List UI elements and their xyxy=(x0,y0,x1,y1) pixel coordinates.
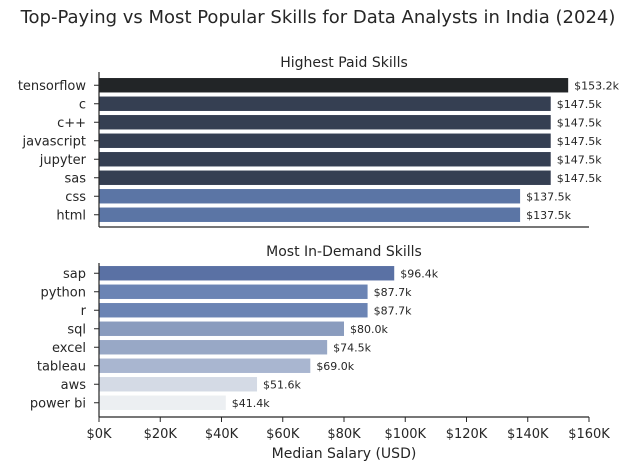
bar-c xyxy=(99,115,551,130)
data-label-c: $147.5k xyxy=(557,116,602,129)
category-label-sql: sql xyxy=(67,322,86,337)
bar-c xyxy=(99,96,551,111)
category-label-tensorflow: tensorflow xyxy=(18,79,87,94)
category-label-power-bi: power bi xyxy=(30,396,86,411)
data-label-aws: $51.6k xyxy=(263,378,301,391)
bar-python xyxy=(99,284,368,299)
bar-sap xyxy=(99,266,395,281)
data-label-html: $137.5k xyxy=(526,209,571,222)
x-tick-label: $100K xyxy=(384,427,426,442)
x-tick-label: $20K xyxy=(144,427,178,442)
bar-jupyter xyxy=(99,152,551,167)
category-label-css: css xyxy=(65,190,86,205)
x-tick-label: $160K xyxy=(568,427,610,442)
category-label-sap: sap xyxy=(63,267,86,282)
category-label-r: r xyxy=(81,304,87,319)
panel-title-highest-paid: Highest Paid Skills xyxy=(280,55,408,71)
data-label-sas: $147.5k xyxy=(557,172,602,185)
category-label-aws: aws xyxy=(61,378,87,393)
panel-title-most-in-demand: Most In-Demand Skills xyxy=(266,244,422,260)
category-label-javascript: javascript xyxy=(22,134,86,149)
chart-title: Top-Paying vs Most Popular Skills for Da… xyxy=(20,7,616,28)
data-label-c: $147.5k xyxy=(557,98,602,111)
data-label-sap: $96.4k xyxy=(400,267,438,280)
bar-tensorflow xyxy=(99,78,569,93)
panel-highest-paid: Highest Paid Skills tensorflow $153.2k c $1… xyxy=(18,55,620,228)
bar-tableau xyxy=(99,358,311,373)
x-tick-label: $40K xyxy=(205,427,239,442)
data-label-javascript: $147.5k xyxy=(557,135,602,148)
bar-power-bi xyxy=(99,395,226,410)
data-label-power-bi: $41.4k xyxy=(232,397,270,410)
x-axis-label: Median Salary (USD) xyxy=(272,446,417,462)
bar-css xyxy=(99,189,521,204)
data-label-r: $87.7k xyxy=(374,304,412,317)
panel-most-in-demand: Most In-Demand Skills sap $96.4k python $87… xyxy=(30,244,589,418)
category-label-excel: excel xyxy=(52,341,86,356)
category-label-jupyter: jupyter xyxy=(39,153,87,168)
data-label-tensorflow: $153.2k xyxy=(574,79,619,92)
bar-javascript xyxy=(99,133,551,148)
bar-r xyxy=(99,303,368,318)
bar-aws xyxy=(99,377,258,392)
x-tick-label: $80K xyxy=(327,427,361,442)
x-tick-label: $140K xyxy=(507,427,549,442)
bar-excel xyxy=(99,340,328,355)
data-label-python: $87.7k xyxy=(374,286,412,299)
category-label-sas: sas xyxy=(64,171,86,186)
x-tick-label: $0K xyxy=(86,427,112,442)
bar-sql xyxy=(99,321,344,336)
category-label-html: html xyxy=(56,208,86,223)
category-label-c: c++ xyxy=(57,116,86,131)
data-label-jupyter: $147.5k xyxy=(557,153,602,166)
data-label-css: $137.5k xyxy=(526,190,571,203)
data-label-sql: $80.0k xyxy=(350,323,388,336)
x-tick-label: $120K xyxy=(446,427,488,442)
category-label-python: python xyxy=(41,285,86,300)
x-tick-label: $60K xyxy=(266,427,300,442)
x-axis-ticks: $0K $20K $40K $60K $80K $100K $120K $140K $160K xyxy=(86,417,610,442)
data-label-tableau: $69.0k xyxy=(316,360,354,373)
category-label-tableau: tableau xyxy=(37,359,86,374)
bar-sas xyxy=(99,170,551,185)
category-label-c: c xyxy=(79,97,86,112)
bar-html xyxy=(99,207,521,222)
data-label-excel: $74.5k xyxy=(333,341,371,354)
